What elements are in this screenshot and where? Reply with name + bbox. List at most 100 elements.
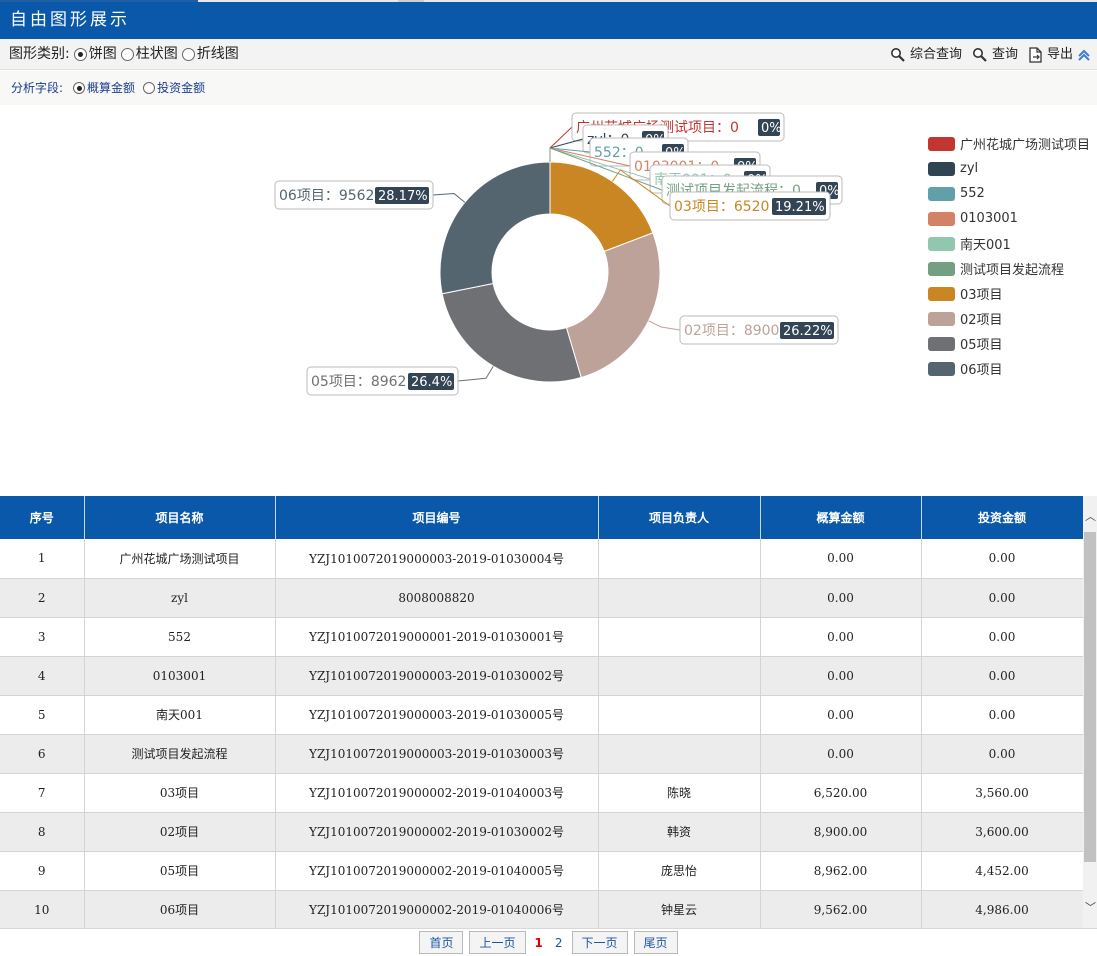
- query-button[interactable]: 查询: [972, 39, 1018, 70]
- legend-item[interactable]: 南天001: [928, 231, 1090, 256]
- next-page-button[interactable]: 下一页: [571, 931, 628, 954]
- radio-pie-label[interactable]: 饼图: [88, 46, 117, 62]
- percent-text: 19.21%: [775, 200, 825, 215]
- table-cell: 南天001: [84, 695, 276, 735]
- table-row[interactable]: 10 06项目 YZJ1010072019000002-2019-01040006号…: [0, 890, 1084, 928]
- table-row[interactable]: 3 552 YZJ1010072019000001-2019-01030001号 0.…: [0, 617, 1084, 657]
- slice-label-text: 05项目：8962: [311, 374, 406, 390]
- scroll-up-icon[interactable]: ︿: [1085, 510, 1096, 523]
- radio-estimate-amount[interactable]: [73, 82, 86, 94]
- chart-type-label: 图形类别:: [9, 46, 70, 62]
- export-label: 导出: [1046, 47, 1073, 62]
- radio-bar-label[interactable]: 柱状图: [135, 46, 178, 62]
- pie-slice[interactable]: [565, 232, 661, 379]
- table-row[interactable]: 9 05项目 YZJ1010072019000002-2019-01040005号庞…: [0, 851, 1084, 891]
- table-cell: 0.00: [921, 578, 1084, 618]
- table-cell: 0.00: [921, 656, 1084, 696]
- table-row[interactable]: 6 测试项目发起流程 YZJ1010072019000003-2019-010300…: [0, 734, 1084, 774]
- pie-slice[interactable]: [439, 161, 551, 295]
- page-number-current[interactable]: 1: [534, 935, 543, 950]
- table-cell: [598, 617, 761, 657]
- legend-label: 06项目: [960, 363, 1003, 378]
- table-cell: YZJ1010072019000002-2019-01040005号: [275, 851, 599, 891]
- table-cell: 9,562.00: [760, 890, 922, 928]
- table-cell: 2: [0, 578, 85, 618]
- legend-item[interactable]: zyl: [928, 156, 1090, 181]
- table-cell: 8,900.00: [760, 812, 922, 852]
- radio-line-label[interactable]: 折线图: [196, 46, 239, 62]
- table-cell: [598, 539, 761, 579]
- pie-slice[interactable]: [441, 282, 582, 383]
- legend-item[interactable]: 02项目: [928, 306, 1090, 331]
- percent-badge: [375, 187, 429, 204]
- table-body: 1 广州花城广场测试项目 YZJ1010072019000003-2019-0103…: [0, 539, 1084, 928]
- legend-item[interactable]: 0103001: [928, 206, 1090, 231]
- table-row[interactable]: 5 南天001 YZJ1010072019000003-2019-01030005号…: [0, 695, 1084, 735]
- table-cell: 06项目: [84, 890, 276, 928]
- table-row[interactable]: 8 02项目 YZJ1010072019000002-2019-01030002号韩…: [0, 812, 1084, 852]
- prev-page-button[interactable]: 上一页: [469, 931, 526, 954]
- table-cell: 7: [0, 773, 85, 813]
- query-label: 查询: [991, 47, 1018, 62]
- label-leader-line: [612, 169, 671, 207]
- table-cell: 4: [0, 656, 85, 696]
- legend-item[interactable]: 测试项目发起流程: [928, 256, 1090, 281]
- table-cell: 0.00: [921, 539, 1084, 579]
- chart-legend: 广州花城广场测试项目 zyl 552 0103001 南天001 测试项目发起流程 03项目…: [928, 131, 1090, 381]
- table-cell: 庞思怡: [598, 851, 761, 891]
- table-cell: 3,560.00: [921, 773, 1084, 813]
- radio-bar[interactable]: [120, 48, 134, 61]
- radio-investment-amount[interactable]: [143, 82, 156, 94]
- export-button[interactable]: 导出: [1028, 39, 1073, 70]
- radio-investment-amount-label[interactable]: 投资金额: [157, 81, 206, 95]
- table-cell: 4,986.00: [921, 890, 1084, 928]
- collapse-up-icon[interactable]: [1077, 48, 1091, 62]
- legend-item[interactable]: 06项目: [928, 356, 1090, 381]
- legend-item[interactable]: 广州花城广场测试项目: [928, 131, 1090, 156]
- legend-item[interactable]: 05项目: [928, 331, 1090, 356]
- legend-swatch: [928, 211, 955, 226]
- table-cell: 5: [0, 695, 85, 735]
- active-tab-indicator: [0, 0, 198, 2]
- table-cell: 4,452.00: [921, 851, 1084, 891]
- table-scrollbar[interactable]: ︿ ﹀: [1083, 496, 1097, 928]
- percent-badge: [780, 322, 834, 339]
- legend-swatch: [928, 361, 955, 376]
- table-cell: [598, 578, 761, 618]
- legend-label: 南天001: [960, 238, 1011, 253]
- table-cell: 8,962.00: [760, 851, 922, 891]
- legend-item[interactable]: 552: [928, 181, 1090, 206]
- radio-line[interactable]: [181, 48, 195, 61]
- page-title: 自由图形展示: [0, 2, 1097, 39]
- combined-query-button[interactable]: 综合查询: [890, 39, 962, 70]
- percent-text: 28.17%: [378, 189, 428, 204]
- table-cell: 0.00: [760, 539, 922, 579]
- table-cell: 0.00: [760, 617, 922, 657]
- table-cell: 陈晓: [598, 773, 761, 813]
- table-cell: 6,520.00: [760, 773, 922, 813]
- page-number[interactable]: 2: [554, 935, 563, 950]
- percent-text: 26.4%: [411, 375, 452, 390]
- last-page-button[interactable]: 尾页: [633, 931, 678, 954]
- column-header: 项目名称: [84, 496, 276, 539]
- table-cell: 6: [0, 734, 85, 774]
- table-cell: 02项目: [84, 812, 276, 852]
- legend-item[interactable]: 03项目: [928, 281, 1090, 306]
- legend-label: 552: [960, 186, 985, 201]
- scrollbar-thumb[interactable]: [1084, 532, 1096, 862]
- table-row[interactable]: 2 zyl 8008008820 0.00 0.00: [0, 578, 1084, 618]
- table-row[interactable]: 1 广州花城广场测试项目 YZJ1010072019000003-2019-0103…: [0, 539, 1084, 579]
- tab-indicator: [398, 0, 424, 2]
- radio-estimate-amount-label[interactable]: 概算金额: [87, 81, 136, 95]
- analysis-field-bar: 分析字段: 概算金额 投资金额: [0, 71, 1097, 105]
- table-cell: 0.00: [760, 695, 922, 735]
- first-page-button[interactable]: 首页: [419, 931, 464, 954]
- scroll-down-icon[interactable]: ﹀: [1085, 901, 1096, 914]
- table-row[interactable]: 4 0103001 YZJ1010072019000003-2019-0103000…: [0, 656, 1084, 696]
- table-cell: 552: [84, 617, 276, 657]
- legend-swatch: [928, 136, 955, 151]
- table-row[interactable]: 7 03项目 YZJ1010072019000002-2019-01040003号陈…: [0, 773, 1084, 813]
- table-cell: 韩资: [598, 812, 761, 852]
- radio-pie[interactable]: [73, 48, 87, 61]
- label-leader-line: [432, 192, 466, 203]
